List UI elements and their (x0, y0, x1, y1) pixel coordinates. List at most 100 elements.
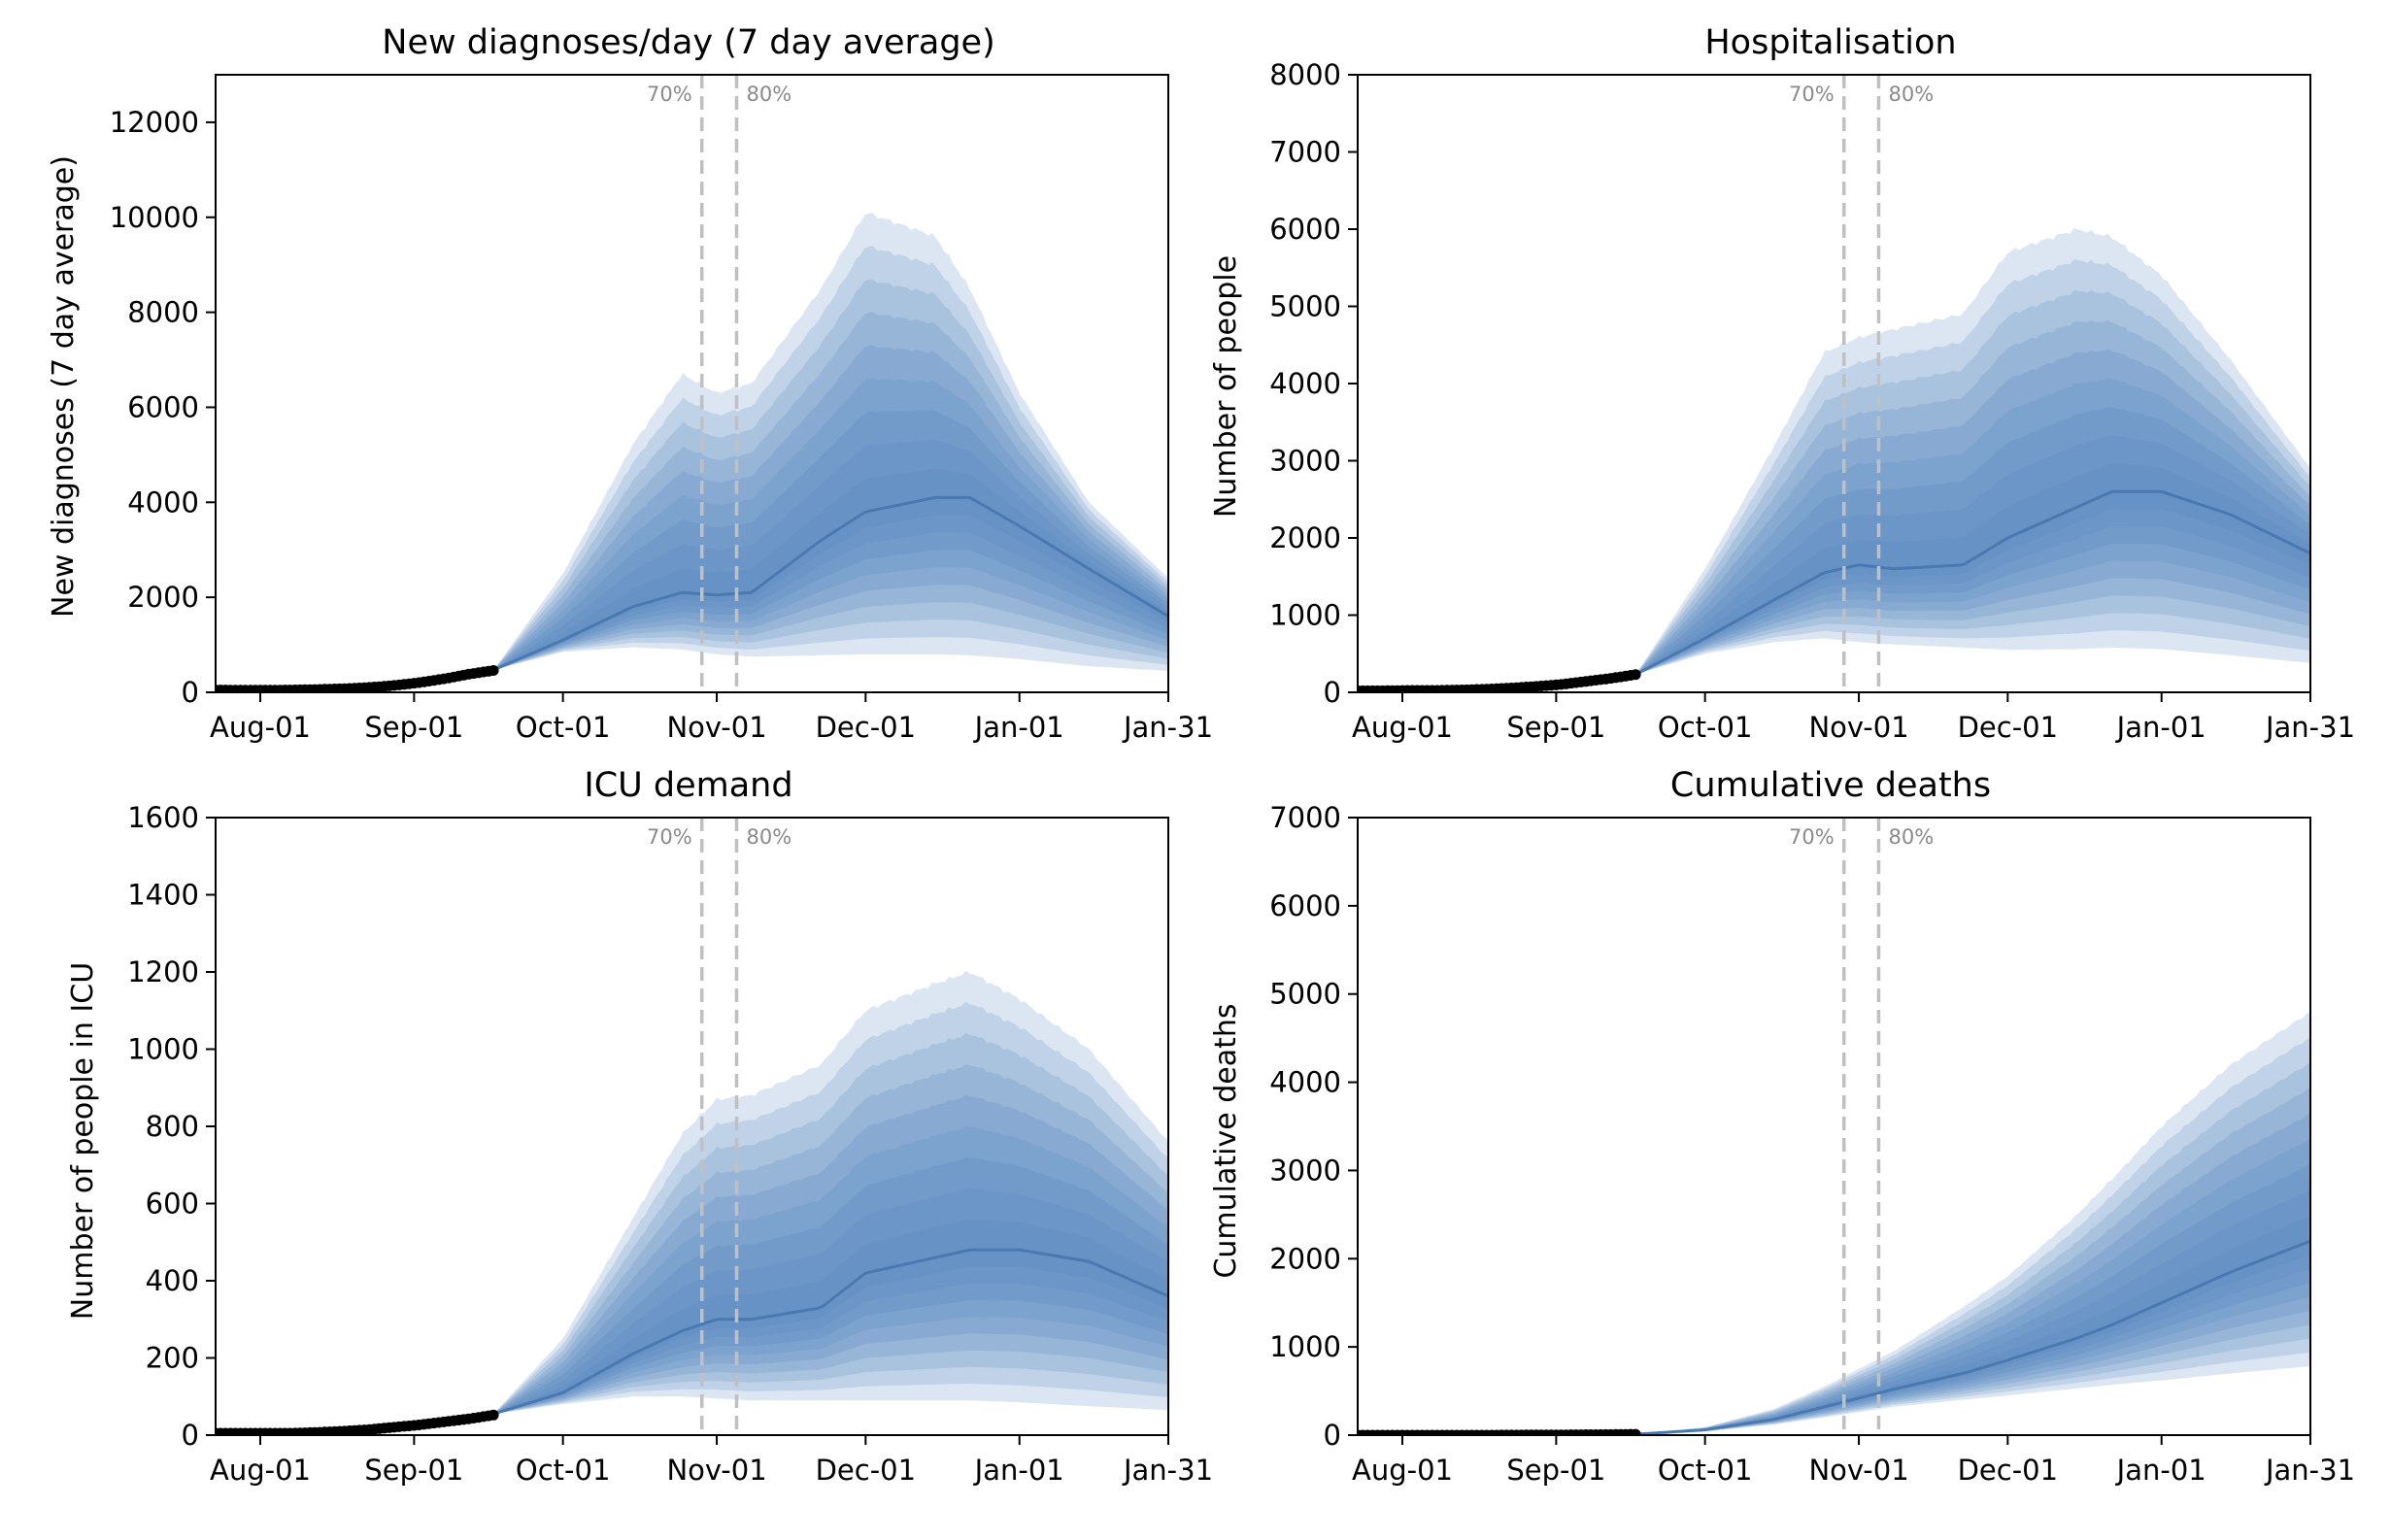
projection-band (493, 279, 1168, 670)
y-axis-label: Number of people (1209, 255, 1243, 518)
y-tick-label: 4000 (127, 485, 199, 519)
median-line (1634, 1239, 2310, 1435)
x-tick-label: Jan-31 (2264, 1454, 2355, 1487)
vaccination-threshold-label: 70% (647, 825, 692, 849)
observed-point (1630, 1428, 1641, 1435)
x-tick-label: Nov-01 (666, 1454, 766, 1487)
plot-area (1358, 1011, 2310, 1435)
y-tick-label: 3000 (1269, 1154, 1341, 1187)
y-axis-label: Cumulative deaths (1209, 1003, 1243, 1278)
x-tick-label: Jan-31 (2264, 711, 2355, 744)
y-tick-label: 5000 (1269, 290, 1341, 323)
projection-band (1635, 1011, 2310, 1435)
plot-area (1358, 227, 2310, 692)
projection-band (493, 468, 1168, 670)
x-tick-label: Oct-01 (1658, 1454, 1753, 1487)
y-tick-label: 5000 (1269, 978, 1341, 1011)
y-tick-label: 8000 (127, 296, 199, 329)
x-tick-label: Nov-01 (666, 711, 766, 744)
x-tick-label: Dec-01 (1958, 1454, 2058, 1487)
chart-title: New diagnoses/day (7 day average) (382, 23, 994, 62)
vaccination-threshold-label: 70% (1789, 825, 1835, 849)
projection-band (1635, 258, 2310, 675)
projection-band (493, 410, 1168, 670)
median-line (492, 495, 1168, 672)
y-tick-label: 2000 (127, 581, 199, 614)
plot-area (216, 970, 1168, 1435)
panel-new-diagnoses: New diagnoses/day (7 day average) New di… (47, 23, 1213, 744)
x-tick-label: Oct-01 (516, 711, 611, 744)
plot-area (216, 213, 1168, 692)
x-tick-label: Aug-01 (210, 711, 311, 744)
axes-frame (1357, 817, 2311, 1436)
projection-band (1635, 227, 2310, 675)
y-tick-label: 6000 (1269, 213, 1341, 246)
y-tick-label: 1400 (127, 879, 199, 912)
y-tick-label: 0 (1324, 1419, 1341, 1452)
projection-band (493, 213, 1168, 671)
y-tick-label: 1200 (127, 955, 199, 988)
observed-point (1630, 669, 1641, 681)
projection-band (1635, 1036, 2310, 1435)
x-tick-label: Oct-01 (1658, 711, 1753, 744)
y-tick-label: 3000 (1269, 445, 1341, 478)
y-tick-label: 2000 (1269, 1242, 1341, 1275)
y-tick-label: 7000 (1269, 801, 1341, 834)
y-tick-label: 10000 (110, 201, 199, 234)
projection-band (1635, 349, 2310, 675)
chart-title: ICU demand (584, 766, 792, 805)
y-tick-label: 400 (146, 1264, 199, 1297)
vaccination-threshold-label: 80% (746, 83, 791, 106)
projection-band (1635, 378, 2310, 675)
projection-band (493, 1032, 1168, 1415)
projection-band (493, 1063, 1168, 1415)
projection-band (1635, 319, 2310, 675)
projection-band (493, 246, 1168, 670)
observed-point (488, 665, 499, 676)
y-tick-label: 1000 (1269, 599, 1341, 632)
projection-band (493, 1157, 1168, 1415)
x-tick-label: Aug-01 (210, 1454, 311, 1487)
y-tick-label: 7000 (1269, 136, 1341, 169)
x-tick-label: Sep-01 (1506, 711, 1605, 744)
vaccination-threshold-label: 70% (647, 83, 692, 106)
x-tick-label: Aug-01 (1352, 711, 1453, 744)
y-axis-label: Number of people in ICU (66, 962, 100, 1320)
y-tick-label: 1000 (127, 1033, 199, 1066)
projection-band (493, 1094, 1168, 1415)
x-tick-label: Jan-01 (2115, 1454, 2206, 1487)
x-tick-label: Jan-01 (2115, 711, 2206, 744)
y-axis-label: New diagnoses (7 day average) (47, 155, 81, 618)
median-line (1634, 489, 2310, 677)
projection-band (493, 970, 1168, 1415)
projection-band (1635, 406, 2310, 675)
x-tick-label: Aug-01 (1352, 1454, 1453, 1487)
y-tick-label: 4000 (1269, 1066, 1341, 1099)
y-tick-label: 1000 (1269, 1330, 1341, 1363)
vaccination-threshold-label: 80% (746, 825, 791, 849)
y-tick-label: 0 (182, 1419, 199, 1452)
x-tick-label: Dec-01 (1958, 711, 2058, 744)
projection-band (493, 1001, 1168, 1415)
vaccination-threshold-label: 80% (1888, 83, 1934, 106)
projection-band (1635, 1138, 2310, 1435)
y-tick-label: 8000 (1269, 58, 1341, 91)
x-tick-label: Dec-01 (816, 1454, 916, 1487)
y-tick-label: 0 (182, 676, 199, 709)
projection-band (1635, 435, 2310, 675)
axes-frame (215, 74, 1169, 693)
y-tick-label: 6000 (127, 390, 199, 423)
x-tick-label: Sep-01 (364, 1454, 463, 1487)
panel-hospitalisation: Hospitalisation Number of people 70% 80% 0… (1209, 23, 2355, 744)
vaccination-threshold-label: 80% (1888, 825, 1934, 849)
y-tick-label: 12000 (110, 106, 199, 139)
median-line (492, 1248, 1168, 1416)
projection-band (493, 1125, 1168, 1415)
projection-band (1635, 1088, 2310, 1435)
projection-band (1635, 289, 2310, 675)
x-tick-label: Jan-31 (1122, 711, 1213, 744)
projection-band (493, 439, 1168, 670)
y-tick-label: 600 (146, 1188, 199, 1221)
x-tick-label: Jan-01 (973, 711, 1064, 744)
